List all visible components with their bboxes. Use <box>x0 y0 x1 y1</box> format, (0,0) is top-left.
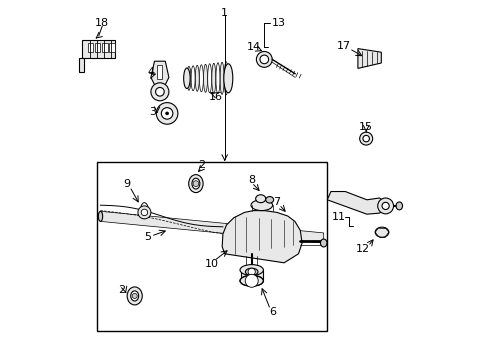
Circle shape <box>138 206 151 219</box>
Bar <box>97 162 326 331</box>
Polygon shape <box>82 40 115 58</box>
Ellipse shape <box>220 62 224 94</box>
Circle shape <box>141 209 147 216</box>
Circle shape <box>362 135 368 142</box>
Ellipse shape <box>191 66 195 91</box>
Ellipse shape <box>211 63 215 93</box>
Ellipse shape <box>195 65 199 91</box>
Ellipse shape <box>240 275 263 286</box>
Ellipse shape <box>320 239 326 247</box>
Text: 4: 4 <box>147 67 154 77</box>
Ellipse shape <box>183 68 190 89</box>
Text: 11: 11 <box>331 212 345 222</box>
Ellipse shape <box>250 200 272 211</box>
Text: 13: 13 <box>271 18 285 28</box>
Ellipse shape <box>203 64 207 92</box>
Ellipse shape <box>245 268 258 275</box>
Ellipse shape <box>199 65 203 92</box>
Circle shape <box>165 112 168 115</box>
Text: 9: 9 <box>122 179 130 189</box>
Circle shape <box>377 198 393 214</box>
Ellipse shape <box>224 62 228 95</box>
Bar <box>240 270 263 281</box>
Polygon shape <box>151 61 168 85</box>
Bar <box>157 65 162 79</box>
Text: 10: 10 <box>204 258 218 269</box>
Text: 3: 3 <box>149 107 156 117</box>
Text: 18: 18 <box>95 18 109 28</box>
Polygon shape <box>326 192 385 214</box>
Ellipse shape <box>186 66 190 90</box>
Circle shape <box>155 87 164 96</box>
Text: 5: 5 <box>143 232 150 242</box>
Polygon shape <box>357 49 381 68</box>
Circle shape <box>156 103 178 124</box>
Bar <box>95 43 101 52</box>
Polygon shape <box>79 58 84 72</box>
Circle shape <box>260 55 268 64</box>
Ellipse shape <box>265 197 273 203</box>
Polygon shape <box>222 211 302 263</box>
Ellipse shape <box>395 202 402 210</box>
Circle shape <box>244 274 258 287</box>
Text: 16: 16 <box>208 92 222 102</box>
Text: 7: 7 <box>273 197 280 207</box>
Circle shape <box>381 202 388 210</box>
Text: 1: 1 <box>221 8 228 18</box>
Ellipse shape <box>127 287 142 305</box>
Circle shape <box>193 181 199 186</box>
Text: 17: 17 <box>336 41 350 51</box>
Bar <box>102 43 107 52</box>
Circle shape <box>132 293 137 298</box>
Circle shape <box>359 132 372 145</box>
Text: 6: 6 <box>268 307 276 318</box>
Text: 2: 2 <box>118 285 125 295</box>
Ellipse shape <box>188 175 203 193</box>
Ellipse shape <box>207 64 211 93</box>
Ellipse shape <box>130 291 139 301</box>
Ellipse shape <box>224 64 232 93</box>
Polygon shape <box>101 211 323 243</box>
Text: 15: 15 <box>359 122 372 132</box>
Circle shape <box>247 268 255 275</box>
Text: 2: 2 <box>198 160 205 170</box>
Circle shape <box>256 51 272 67</box>
Circle shape <box>161 108 172 119</box>
Text: 8: 8 <box>247 175 255 185</box>
Bar <box>109 43 115 52</box>
Ellipse shape <box>240 265 263 275</box>
Text: 14: 14 <box>246 42 261 52</box>
Bar <box>88 43 93 52</box>
Ellipse shape <box>216 63 220 94</box>
Ellipse shape <box>98 211 102 221</box>
Circle shape <box>151 83 168 101</box>
Ellipse shape <box>192 178 200 189</box>
Text: 12: 12 <box>356 244 369 254</box>
Ellipse shape <box>374 227 388 237</box>
Ellipse shape <box>255 195 265 203</box>
